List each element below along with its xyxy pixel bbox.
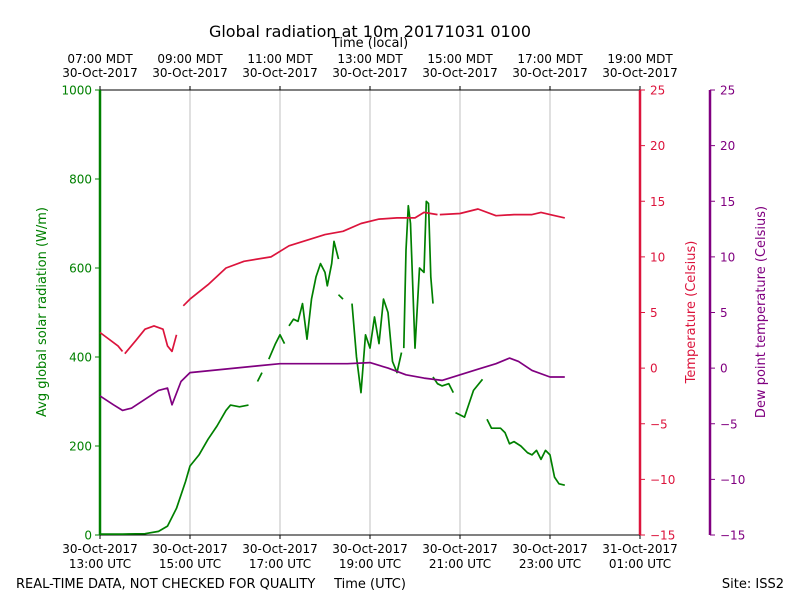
bottom-tick-date: 30-Oct-2017 — [242, 542, 318, 556]
top-tick-date: 30-Oct-2017 — [332, 66, 408, 80]
bottom-tick-date: 31-Oct-2017 — [602, 542, 678, 556]
top-tick-time: 19:00 MDT — [607, 52, 673, 66]
dewpoint-tick-label: −15 — [720, 529, 745, 543]
bottom-tick-time: 01:00 UTC — [609, 557, 671, 571]
top-tick-date: 30-Oct-2017 — [602, 66, 678, 80]
temperature-line — [124, 325, 178, 355]
bottom-tick-time: 15:00 UTC — [159, 557, 221, 571]
bottom-tick-date: 30-Oct-2017 — [152, 542, 228, 556]
top-tick-date: 30-Oct-2017 — [62, 66, 138, 80]
dewpoint-tick-label: 10 — [720, 250, 735, 264]
avg-global-solar-radiation-line — [432, 376, 455, 393]
temperature-tick-label: −10 — [650, 473, 675, 487]
footer-quality-note: REAL-TIME DATA, NOT CHECKED FOR QUALITY — [16, 577, 315, 592]
temperature-line — [99, 331, 124, 352]
dewpoint-tick-label: 25 — [720, 84, 735, 98]
temperature-tick-label: 15 — [650, 195, 665, 209]
chart-title: Global radiation at 10m 20171031 0100 — [209, 22, 531, 41]
avg-global-solar-radiation-line — [100, 404, 249, 535]
avg-global-solar-radiation-line — [351, 298, 403, 394]
dewpoint-tick-label: −5 — [720, 417, 738, 431]
top-tick-time: 17:00 MDT — [517, 52, 583, 66]
dewpoint-axis-label: Dew point temperature (Celsius) — [754, 206, 769, 418]
top-tick-time: 09:00 MDT — [157, 52, 223, 66]
left-tick-label: 200 — [69, 440, 92, 454]
avg-global-solar-radiation-line — [256, 372, 263, 382]
temperature-tick-label: −15 — [650, 529, 675, 543]
avg-global-solar-radiation-line — [288, 240, 340, 341]
avg-global-solar-radiation-line — [455, 378, 484, 418]
dewpoint-tick-label: 0 — [720, 362, 728, 376]
dewpoint-tick-label: 5 — [720, 306, 728, 320]
bottom-tick-time: 13:00 UTC — [69, 557, 131, 571]
left-tick-label: 1000 — [61, 84, 92, 98]
dew-point-temperature-line — [99, 357, 565, 412]
bottom-tick-date: 30-Oct-2017 — [422, 542, 498, 556]
temperature-tick-label: 20 — [650, 139, 665, 153]
bottom-tick-date: 30-Oct-2017 — [62, 542, 138, 556]
top-tick-date: 30-Oct-2017 — [242, 66, 318, 80]
top-tick-date: 30-Oct-2017 — [512, 66, 588, 80]
top-tick-time: 07:00 MDT — [67, 52, 133, 66]
footer-site: Site: ISS2 — [722, 577, 784, 592]
top-tick-date: 30-Oct-2017 — [422, 66, 498, 80]
temperature-tick-label: 5 — [650, 306, 658, 320]
left-tick-label: 600 — [69, 262, 92, 276]
bottom-tick-date: 30-Oct-2017 — [512, 542, 588, 556]
avg-global-solar-radiation-line — [486, 418, 565, 487]
x-axis-label: Time (UTC) — [333, 577, 406, 592]
avg-global-solar-radiation-line — [337, 294, 344, 300]
bottom-tick-time: 23:00 UTC — [519, 557, 581, 571]
bottom-tick-time: 19:00 UTC — [339, 557, 401, 571]
bottom-tick-date: 30-Oct-2017 — [332, 542, 408, 556]
temperature-tick-label: −5 — [650, 417, 668, 431]
bottom-tick-time: 21:00 UTC — [429, 557, 491, 571]
top-tick-time: 15:00 MDT — [427, 52, 493, 66]
temperature-tick-label: 10 — [650, 250, 665, 264]
temperature-axis-label: Temperature (Celsius) — [684, 241, 699, 385]
top-tick-time: 13:00 MDT — [337, 52, 403, 66]
temperature-tick-label: 0 — [650, 362, 658, 376]
top-tick-date: 30-Oct-2017 — [152, 66, 228, 80]
dewpoint-tick-label: 20 — [720, 139, 735, 153]
left-tick-label: 0 — [84, 529, 92, 543]
dewpoint-tick-label: −10 — [720, 473, 745, 487]
dewpoint-tick-label: 15 — [720, 195, 735, 209]
bottom-tick-time: 17:00 UTC — [249, 557, 311, 571]
avg-global-solar-radiation-line — [402, 200, 434, 349]
left-axis-label: Avg global solar radiation (W/m) — [35, 207, 50, 417]
temperature-tick-label: 25 — [650, 84, 665, 98]
avg-global-solar-radiation-line — [268, 333, 286, 360]
left-tick-label: 800 — [69, 173, 92, 187]
temperature-line — [439, 208, 565, 219]
top-axis-label: Time (local) — [331, 36, 408, 51]
left-tick-label: 400 — [69, 351, 92, 365]
top-tick-time: 11:00 MDT — [247, 52, 313, 66]
temperature-line — [182, 211, 438, 307]
